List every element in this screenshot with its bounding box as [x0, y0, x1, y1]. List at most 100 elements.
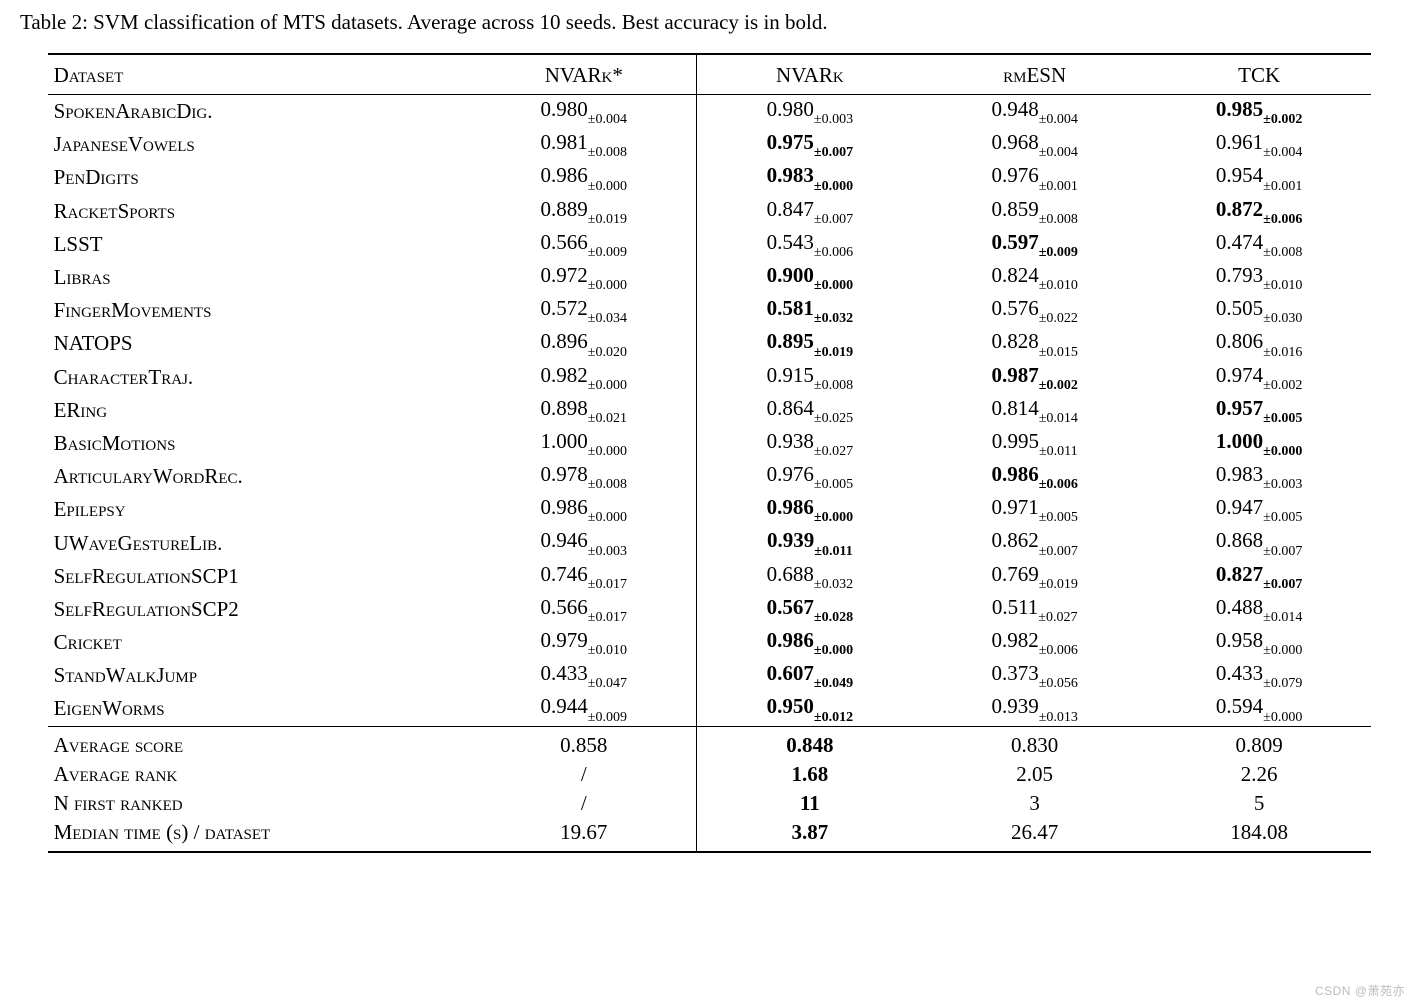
table-row: SelfRegulationSCP10.746±0.0170.688±0.032…	[48, 560, 1372, 593]
cell-nvark: 0.915±0.008	[697, 361, 923, 394]
cell-nvark: 0.938±0.027	[697, 427, 923, 460]
summary-cell: 19.67	[471, 818, 697, 852]
dataset-name: LSST	[48, 228, 472, 261]
table-row: SelfRegulationSCP20.566±0.0170.567±0.028…	[48, 593, 1372, 626]
summary-label: Median time (s) / dataset	[48, 818, 472, 852]
cell-nvark-star: 0.982±0.000	[471, 361, 697, 394]
cell-rmesn: 0.948±0.004	[922, 95, 1146, 129]
cell-tck: 0.947±0.005	[1147, 493, 1372, 526]
cell-nvark: 0.950±0.012	[697, 692, 923, 726]
table-row: Libras0.972±0.0000.900±0.0000.824±0.0100…	[48, 261, 1372, 294]
table-row: LSST0.566±0.0090.543±0.0060.597±0.0090.4…	[48, 228, 1372, 261]
cell-rmesn: 0.976±0.001	[922, 161, 1146, 194]
col-header-tck: TCK	[1147, 54, 1372, 95]
table-row: ArticularyWordRec.0.978±0.0080.976±0.005…	[48, 460, 1372, 493]
table-row: JapaneseVowels0.981±0.0080.975±0.0070.96…	[48, 128, 1372, 161]
cell-tck: 0.827±0.007	[1147, 560, 1372, 593]
dataset-name: ERing	[48, 394, 472, 427]
col-header-nvark: NVARk	[697, 54, 923, 95]
cell-nvark-star: 0.572±0.034	[471, 294, 697, 327]
cell-nvark-star: 0.979±0.010	[471, 626, 697, 659]
table-row: Cricket0.979±0.0100.986±0.0000.982±0.006…	[48, 626, 1372, 659]
cell-nvark: 0.543±0.006	[697, 228, 923, 261]
summary-cell: 0.830	[922, 726, 1146, 760]
cell-tck: 0.872±0.006	[1147, 195, 1372, 228]
cell-nvark-star: 0.889±0.019	[471, 195, 697, 228]
cell-rmesn: 0.511±0.027	[922, 593, 1146, 626]
table-row: EigenWorms0.944±0.0090.950±0.0120.939±0.…	[48, 692, 1372, 726]
summary-cell: 2.26	[1147, 760, 1372, 789]
cell-nvark-star: 0.946±0.003	[471, 526, 697, 559]
cell-tck: 1.000±0.000	[1147, 427, 1372, 460]
summary-cell: 0.848	[697, 726, 923, 760]
dataset-name: BasicMotions	[48, 427, 472, 460]
cell-rmesn: 0.986±0.006	[922, 460, 1146, 493]
cell-nvark-star: 0.898±0.021	[471, 394, 697, 427]
dataset-name: JapaneseVowels	[48, 128, 472, 161]
cell-nvark-star: 0.566±0.009	[471, 228, 697, 261]
cell-nvark-star: 0.433±0.047	[471, 659, 697, 692]
cell-tck: 0.868±0.007	[1147, 526, 1372, 559]
dataset-name: RacketSports	[48, 195, 472, 228]
dataset-name: FingerMovements	[48, 294, 472, 327]
cell-nvark: 0.986±0.000	[697, 493, 923, 526]
summary-cell: 184.08	[1147, 818, 1372, 852]
cell-nvark-star: 0.978±0.008	[471, 460, 697, 493]
cell-nvark: 0.581±0.032	[697, 294, 923, 327]
cell-tck: 0.488±0.014	[1147, 593, 1372, 626]
summary-row: Average rank/1.682.052.26	[48, 760, 1372, 789]
col-header-dataset: Dataset	[48, 54, 472, 95]
cell-nvark: 0.607±0.049	[697, 659, 923, 692]
summary-row: N first ranked/1135	[48, 789, 1372, 818]
cell-rmesn: 0.814±0.014	[922, 394, 1146, 427]
cell-nvark: 0.688±0.032	[697, 560, 923, 593]
summary-row: Average score0.8580.8480.8300.809	[48, 726, 1372, 760]
cell-nvark-star: 0.981±0.008	[471, 128, 697, 161]
cell-tck: 0.505±0.030	[1147, 294, 1372, 327]
cell-tck: 0.958±0.000	[1147, 626, 1372, 659]
cell-tck: 0.974±0.002	[1147, 361, 1372, 394]
table-row: StandWalkJump0.433±0.0470.607±0.0490.373…	[48, 659, 1372, 692]
cell-rmesn: 0.971±0.005	[922, 493, 1146, 526]
summary-cell: 11	[697, 789, 923, 818]
summary-cell: 2.05	[922, 760, 1146, 789]
summary-cell: /	[471, 760, 697, 789]
cell-tck: 0.806±0.016	[1147, 327, 1372, 360]
dataset-name: NATOPS	[48, 327, 472, 360]
cell-nvark: 0.980±0.003	[697, 95, 923, 129]
cell-rmesn: 0.824±0.010	[922, 261, 1146, 294]
cell-nvark-star: 0.972±0.000	[471, 261, 697, 294]
table-row: CharacterTraj.0.982±0.0000.915±0.0080.98…	[48, 361, 1372, 394]
dataset-name: PenDigits	[48, 161, 472, 194]
dataset-name: StandWalkJump	[48, 659, 472, 692]
table-row: SpokenArabicDig.0.980±0.0040.980±0.0030.…	[48, 95, 1372, 129]
cell-nvark-star: 0.980±0.004	[471, 95, 697, 129]
cell-nvark-star: 0.986±0.000	[471, 493, 697, 526]
cell-nvark: 0.976±0.005	[697, 460, 923, 493]
cell-nvark: 0.939±0.011	[697, 526, 923, 559]
cell-nvark-star: 1.000±0.000	[471, 427, 697, 460]
summary-cell: 0.809	[1147, 726, 1372, 760]
cell-rmesn: 0.769±0.019	[922, 560, 1146, 593]
cell-rmesn: 0.982±0.006	[922, 626, 1146, 659]
results-table: Dataset NVARk* NVARk rmESN TCK SpokenAra…	[48, 53, 1372, 853]
summary-cell: 3	[922, 789, 1146, 818]
summary-row: Median time (s) / dataset19.673.8726.471…	[48, 818, 1372, 852]
dataset-name: Cricket	[48, 626, 472, 659]
table-row: BasicMotions1.000±0.0000.938±0.0270.995±…	[48, 427, 1372, 460]
dataset-name: SelfRegulationSCP2	[48, 593, 472, 626]
table-row: PenDigits0.986±0.0000.983±0.0000.976±0.0…	[48, 161, 1372, 194]
cell-tck: 0.957±0.005	[1147, 394, 1372, 427]
dataset-name: SpokenArabicDig.	[48, 95, 472, 129]
table-row: NATOPS0.896±0.0200.895±0.0190.828±0.0150…	[48, 327, 1372, 360]
cell-nvark-star: 0.896±0.020	[471, 327, 697, 360]
cell-tck: 0.433±0.079	[1147, 659, 1372, 692]
table-row: RacketSports0.889±0.0190.847±0.0070.859±…	[48, 195, 1372, 228]
cell-nvark: 0.975±0.007	[697, 128, 923, 161]
summary-label: Average rank	[48, 760, 472, 789]
summary-cell: 1.68	[697, 760, 923, 789]
cell-nvark: 0.847±0.007	[697, 195, 923, 228]
cell-tck: 0.474±0.008	[1147, 228, 1372, 261]
table-caption: Table 2: SVM classification of MTS datas…	[20, 10, 1399, 35]
cell-nvark-star: 0.986±0.000	[471, 161, 697, 194]
